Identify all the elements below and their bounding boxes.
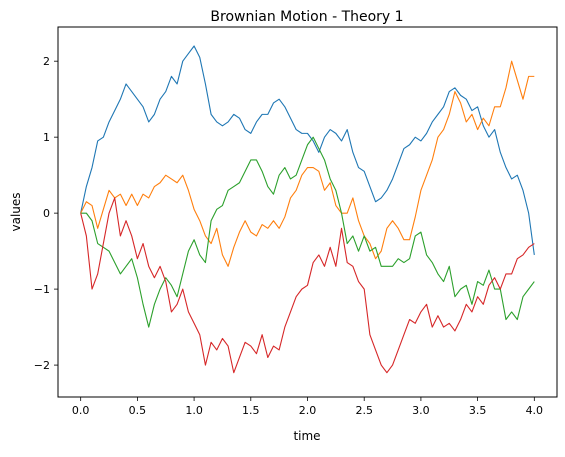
x-tick-label: 1.0 xyxy=(185,404,203,417)
series-layer xyxy=(80,45,535,374)
series-line-3 xyxy=(80,136,535,328)
y-tick-label: −1 xyxy=(34,283,50,296)
x-axis-ticks: 0.0 0.5 1.0 1.5 2.0 2.5 3.0 3.5 4.0 xyxy=(72,397,543,417)
y-tick-label: 1 xyxy=(43,131,50,144)
chart-title: Brownian Motion - Theory 1 xyxy=(210,9,403,25)
series-line-2 xyxy=(80,60,535,267)
series-line-4 xyxy=(80,197,535,374)
series-line-1 xyxy=(80,45,535,256)
x-tick-label: 0.5 xyxy=(129,404,147,417)
plot-area: 0.0 0.5 1.0 1.5 2.0 2.5 3.0 3.5 4.0 2 1 0 −1 −2 xyxy=(34,26,558,417)
y-axis-ticks: 2 1 0 −1 −2 xyxy=(34,55,58,372)
x-tick-label: 2.5 xyxy=(355,404,373,417)
y-tick-label: 0 xyxy=(43,207,50,220)
x-tick-label: 2.0 xyxy=(299,404,317,417)
x-axis-label: time xyxy=(293,429,320,443)
x-tick-label: 3.5 xyxy=(469,404,487,417)
x-tick-label: 0.0 xyxy=(72,404,90,417)
x-tick-label: 4.0 xyxy=(526,404,544,417)
x-tick-label: 3.0 xyxy=(412,404,430,417)
y-tick-label: 2 xyxy=(43,55,50,68)
y-axis-label: values xyxy=(9,192,23,231)
x-tick-label: 1.5 xyxy=(242,404,260,417)
y-tick-label: −2 xyxy=(34,359,50,372)
